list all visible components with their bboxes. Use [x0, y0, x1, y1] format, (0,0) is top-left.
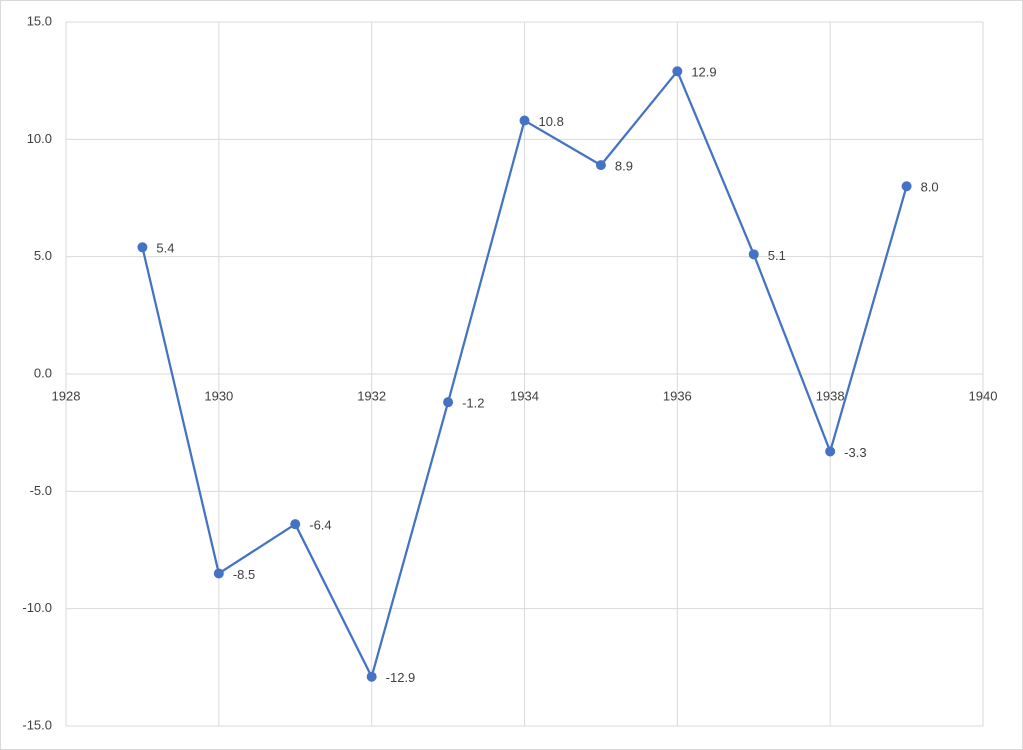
- x-tick-label: 1930: [204, 388, 233, 403]
- data-point: [366, 671, 377, 682]
- data-point: [290, 519, 301, 530]
- x-tick-label: 1938: [816, 388, 845, 403]
- data-point: [443, 397, 454, 408]
- x-tick-label: 1932: [357, 388, 386, 403]
- data-point: [519, 115, 530, 126]
- x-tick-label: 1936: [663, 388, 692, 403]
- data-label: -6.4: [309, 518, 331, 533]
- data-label: -3.3: [844, 445, 866, 460]
- data-point: [137, 242, 148, 253]
- y-tick-label: 0.0: [34, 365, 52, 380]
- y-tick-label: 15.0: [27, 13, 52, 28]
- data-label: 5.4: [156, 241, 174, 256]
- y-tick-label: -15.0: [22, 717, 52, 732]
- data-label: -8.5: [233, 567, 255, 582]
- data-label: 8.0: [921, 180, 939, 195]
- data-point: [595, 160, 606, 171]
- y-tick-label: -10.0: [22, 600, 52, 615]
- data-label: 8.9: [615, 159, 633, 174]
- data-point: [748, 249, 759, 260]
- data-label: 10.8: [539, 114, 564, 129]
- x-tick-label: 1940: [969, 388, 998, 403]
- y-tick-label: 5.0: [34, 248, 52, 263]
- data-label: 5.1: [768, 248, 786, 263]
- x-tick-label: 1928: [52, 388, 81, 403]
- data-label: 12.9: [691, 65, 716, 80]
- y-tick-label: 10.0: [27, 131, 52, 146]
- data-label: -1.2: [462, 396, 484, 411]
- y-tick-label: -5.0: [30, 483, 52, 498]
- data-label: -12.9: [386, 670, 416, 685]
- data-point: [901, 181, 912, 192]
- data-point: [825, 446, 836, 457]
- data-point: [213, 568, 224, 579]
- data-point: [672, 66, 683, 77]
- x-tick-label: 1934: [510, 388, 539, 403]
